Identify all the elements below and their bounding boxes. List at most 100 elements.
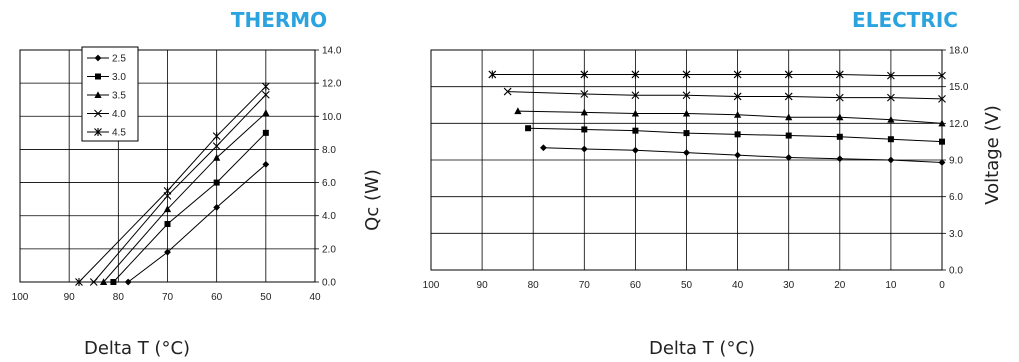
thermo-x-tick-label: 70 xyxy=(162,292,174,303)
electric-series-line-4.5 xyxy=(492,73,942,77)
electric-data-point xyxy=(734,110,742,118)
thermo-x-tick-label: 90 xyxy=(64,292,76,303)
electric-data-point xyxy=(631,109,639,117)
thermo-series-line-4.0 xyxy=(93,94,267,283)
thermo-data-point xyxy=(99,278,108,285)
electric-data-point xyxy=(938,119,946,127)
electric-y-tick-label: 9.0 xyxy=(949,156,963,167)
thermo-legend: 2.5 3.0 3.5 4.0 4.5 xyxy=(81,46,139,142)
electric-data-point xyxy=(682,70,691,79)
thermo-y-tick-label: 14.0 xyxy=(322,46,342,57)
thermo-data-point xyxy=(212,142,221,151)
thermo-data-point xyxy=(110,279,117,285)
electric-data-point xyxy=(836,113,844,121)
thermo-y-tick-label: 12.0 xyxy=(322,79,342,90)
thermo-legend-entry: 3.0 xyxy=(87,72,126,83)
thermo-data-point xyxy=(213,204,221,211)
thermo-legend-label: 3.5 xyxy=(112,91,126,102)
electric-data-point xyxy=(887,156,895,164)
electric-y-tick-label: 12.0 xyxy=(949,119,969,130)
electric-x-tick-label: 100 xyxy=(423,280,440,291)
electric-chart-title: ELECTRIC xyxy=(852,8,958,32)
electric-data-point xyxy=(540,144,547,152)
electric-x-tick-label: 70 xyxy=(579,280,591,291)
electric-x-tick-label: 60 xyxy=(630,280,642,291)
thermo-data-point xyxy=(262,109,270,116)
thermo-x-tick-label: 60 xyxy=(211,292,223,303)
electric-x-tick-label: 80 xyxy=(528,280,540,291)
electric-x-tick-label: 40 xyxy=(732,280,744,291)
thermo-legend-label: 4.0 xyxy=(112,109,126,120)
thermo-series-line-4.5 xyxy=(78,86,267,283)
thermo-data-point xyxy=(124,278,132,286)
electric-series-line-4.0 xyxy=(507,91,943,100)
electric-data-point xyxy=(784,70,793,79)
thermo-legend-box xyxy=(81,46,139,142)
electric-data-point xyxy=(503,87,512,96)
electric-data-point xyxy=(631,70,640,79)
thermo-legend-marker xyxy=(94,91,102,98)
electric-y-tick-label: 6.0 xyxy=(949,192,963,203)
thermo-x-tick-label: 80 xyxy=(113,292,125,303)
thermo-data-point xyxy=(261,82,270,91)
electric-y-tick-label: 3.0 xyxy=(949,229,963,240)
thermo-data-point xyxy=(164,248,171,256)
thermo-y-tick-label: 10.0 xyxy=(322,112,342,123)
thermo-data-point xyxy=(213,153,221,161)
thermo-plot-area: 100 90 80 70 60 50 400.0 2.0 4.0 6.0 8.0 10.0 12.0 14… xyxy=(12,46,342,304)
thermo-legend-entry: 4.0 xyxy=(87,109,126,120)
thermo-data-point xyxy=(261,90,270,99)
electric-data-point xyxy=(580,70,589,79)
electric-series-line-3.5 xyxy=(517,110,943,124)
electric-x-tick-label: 90 xyxy=(477,280,489,291)
electric-data-point xyxy=(734,151,741,159)
electric-y-tick-label: 15.0 xyxy=(949,82,969,93)
thermo-chart-title: THERMO xyxy=(231,8,327,32)
thermo-legend-marker xyxy=(94,109,102,118)
thermo-y-tick-label: 0.0 xyxy=(322,278,336,289)
thermo-legend-marker xyxy=(94,128,102,136)
thermo-y-tick-label: 6.0 xyxy=(322,178,336,189)
thermo-legend-entry: 2.5 xyxy=(87,54,126,65)
thermo-y-tick-label: 2.0 xyxy=(322,244,336,255)
electric-data-point xyxy=(682,109,691,117)
thermo-legend-entry: 4.5 xyxy=(87,128,126,139)
electric-data-point xyxy=(631,91,640,100)
electric-data-point xyxy=(887,71,895,80)
electric-data-point xyxy=(580,90,589,98)
thermo-data-point xyxy=(212,132,221,141)
electric-data-point xyxy=(683,130,690,137)
electric-x-axis-label: Delta T (°C) xyxy=(649,338,755,359)
electric-data-point xyxy=(785,132,792,139)
electric-x-tick-label: 20 xyxy=(834,280,846,291)
thermo-data-point xyxy=(163,205,172,213)
thermo-y-axis-label: Qc (W) xyxy=(362,169,383,231)
thermo-y-tick-label: 8.0 xyxy=(322,145,336,156)
electric-data-point xyxy=(580,145,588,153)
electric-data-point xyxy=(887,136,894,143)
electric-data-point xyxy=(734,131,741,138)
electric-data-point xyxy=(835,70,844,79)
electric-data-point xyxy=(784,92,793,101)
thermo-data-point xyxy=(163,186,172,195)
electric-data-point xyxy=(733,92,742,101)
electric-data-point xyxy=(514,107,522,115)
electric-data-point xyxy=(835,93,844,102)
electric-data-point xyxy=(525,125,532,132)
thermo-series-line-2.5 xyxy=(127,163,267,283)
electric-data-point xyxy=(887,115,895,123)
thermo-data-point xyxy=(262,129,269,136)
thermo-data-point xyxy=(75,278,83,286)
thermo-series-line-3.0 xyxy=(113,132,267,283)
electric-data-point xyxy=(581,126,588,133)
electric-x-tick-label: 0 xyxy=(939,280,945,291)
electric-data-point xyxy=(938,71,946,80)
electric-y-axis-label: Voltage (V) xyxy=(982,105,1003,205)
electric-data-point xyxy=(580,108,588,116)
thermo-data-point xyxy=(164,221,171,227)
thermo-x-axis-label: Delta T (°C) xyxy=(84,338,190,359)
thermo-data-point xyxy=(213,179,220,186)
electric-data-point xyxy=(887,93,895,102)
thermo-data-point xyxy=(89,278,98,286)
